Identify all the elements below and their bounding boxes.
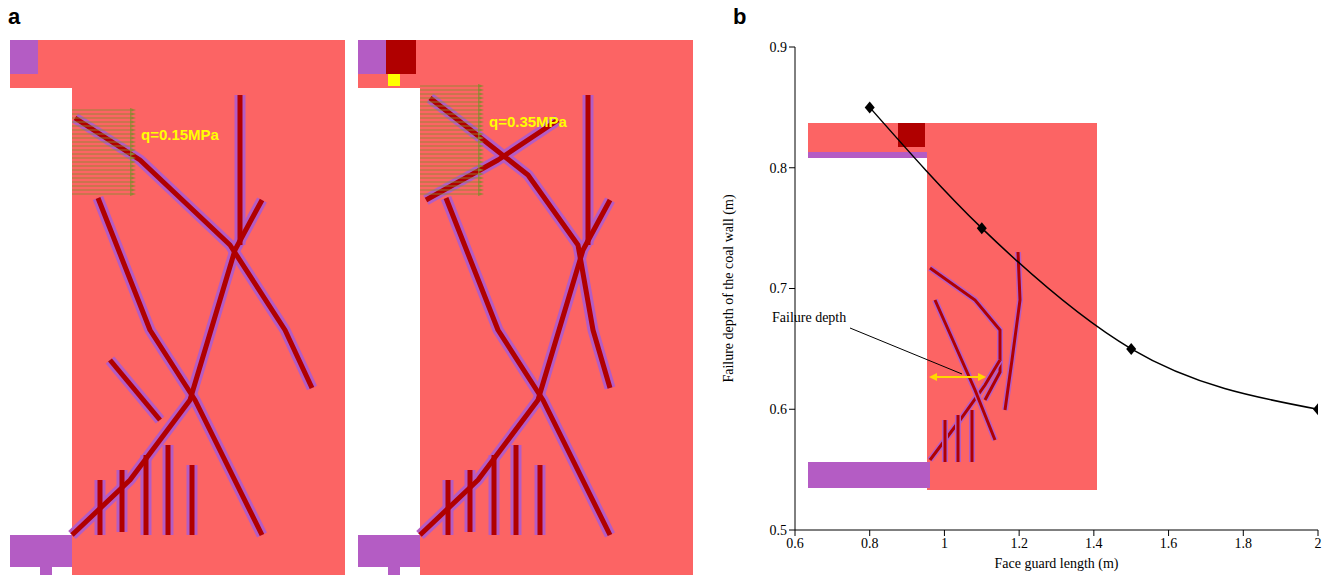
svg-text:1.4: 1.4 [1085,536,1103,551]
svg-text:0.7: 0.7 [770,281,788,296]
svg-text:q=0.15MPa: q=0.15MPa [141,126,220,143]
svg-text:a: a [8,4,21,29]
svg-text:q=0.35MPa: q=0.35MPa [489,113,568,130]
svg-text:0.8: 0.8 [861,536,879,551]
svg-text:0.8: 0.8 [770,161,788,176]
svg-text:2: 2 [1315,536,1322,551]
svg-text:0.5: 0.5 [770,523,788,538]
svg-text:Face guard length (m): Face guard length (m) [994,556,1118,572]
svg-text:0.6: 0.6 [770,402,788,417]
svg-text:0.6: 0.6 [786,536,804,551]
svg-text:1.2: 1.2 [1010,536,1028,551]
svg-text:0.9: 0.9 [770,40,788,55]
svg-text:1.6: 1.6 [1160,536,1178,551]
svg-text:1: 1 [941,536,948,551]
svg-text:b: b [733,4,746,29]
svg-text:1.8: 1.8 [1235,536,1253,551]
svg-text:Failure depth: Failure depth [772,310,846,325]
svg-text:Failure depth of the coal wall: Failure depth of the coal wall (m) [721,194,737,382]
